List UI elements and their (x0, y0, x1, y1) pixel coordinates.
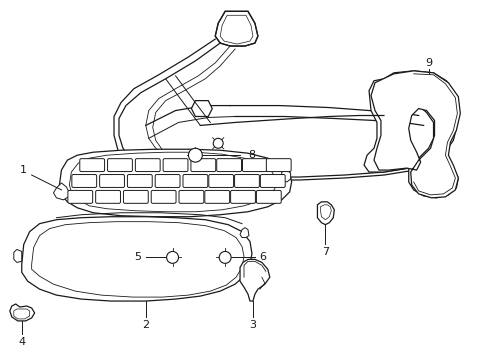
FancyBboxPatch shape (155, 175, 180, 188)
Polygon shape (10, 304, 35, 321)
FancyBboxPatch shape (99, 175, 124, 188)
FancyBboxPatch shape (96, 190, 121, 203)
FancyBboxPatch shape (243, 159, 268, 172)
Polygon shape (371, 71, 460, 198)
FancyBboxPatch shape (217, 159, 242, 172)
Text: 6: 6 (259, 252, 267, 262)
FancyBboxPatch shape (267, 159, 291, 172)
FancyBboxPatch shape (256, 190, 281, 203)
Polygon shape (282, 170, 291, 182)
FancyBboxPatch shape (235, 175, 259, 188)
Polygon shape (318, 202, 334, 225)
Text: 9: 9 (425, 58, 432, 68)
Text: 1: 1 (20, 165, 27, 175)
Polygon shape (240, 260, 270, 301)
Polygon shape (22, 217, 252, 301)
Polygon shape (364, 71, 458, 198)
Polygon shape (53, 183, 70, 200)
Circle shape (189, 148, 202, 162)
FancyBboxPatch shape (123, 190, 148, 203)
FancyBboxPatch shape (151, 190, 176, 203)
Circle shape (213, 138, 223, 148)
Polygon shape (14, 249, 22, 262)
Circle shape (219, 251, 231, 264)
FancyBboxPatch shape (108, 159, 132, 172)
Polygon shape (192, 100, 212, 117)
FancyBboxPatch shape (183, 175, 208, 188)
FancyBboxPatch shape (179, 190, 204, 203)
FancyBboxPatch shape (163, 159, 188, 172)
Polygon shape (215, 11, 258, 46)
FancyBboxPatch shape (260, 175, 285, 188)
Polygon shape (59, 149, 292, 217)
FancyBboxPatch shape (191, 159, 216, 172)
FancyBboxPatch shape (80, 159, 104, 172)
Text: 4: 4 (18, 337, 25, 347)
Polygon shape (220, 15, 253, 44)
Text: 3: 3 (249, 320, 256, 330)
Text: 5: 5 (134, 252, 141, 262)
FancyBboxPatch shape (72, 175, 97, 188)
Circle shape (167, 251, 178, 264)
FancyBboxPatch shape (205, 190, 230, 203)
Text: 2: 2 (142, 320, 149, 330)
Text: 7: 7 (322, 247, 329, 257)
FancyBboxPatch shape (231, 190, 255, 203)
FancyBboxPatch shape (68, 190, 93, 203)
Text: 8: 8 (248, 150, 255, 160)
FancyBboxPatch shape (209, 175, 234, 188)
FancyBboxPatch shape (135, 159, 160, 172)
Polygon shape (240, 228, 249, 238)
FancyBboxPatch shape (127, 175, 152, 188)
